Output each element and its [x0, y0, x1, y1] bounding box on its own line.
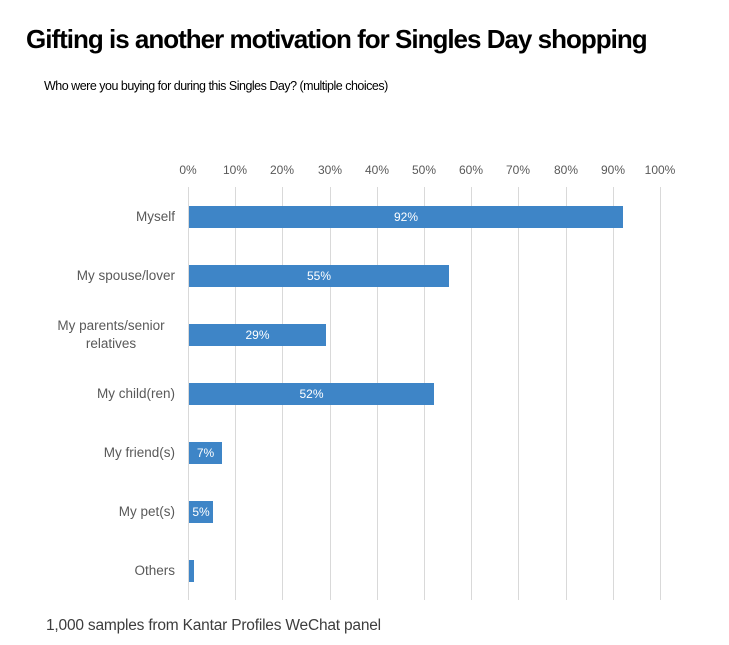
gridline: [188, 187, 189, 600]
bar-value-label: 92%: [393, 209, 419, 224]
category-label: Myself: [135, 208, 175, 224]
category-label: My friend(s): [103, 444, 175, 460]
chart-subtitle: Who were you buying for during this Sing…: [44, 79, 388, 93]
category-label: My spouse/lover: [76, 267, 175, 283]
x-tick-label: 0%: [179, 163, 197, 177]
bar-value-label: 55%: [306, 268, 332, 283]
x-tick-label: 90%: [600, 163, 626, 177]
page-title: Gifting is another motivation for Single…: [26, 24, 648, 54]
bar: 5%: [189, 500, 213, 523]
bar: [189, 559, 194, 582]
gridline: [566, 187, 567, 600]
category-label: Others: [134, 562, 175, 578]
bar: 52%: [189, 382, 434, 405]
category-label: My pet(s): [118, 503, 175, 519]
x-tick-label: 50%: [411, 163, 437, 177]
x-tick-label: 60%: [458, 163, 484, 177]
gridline: [471, 187, 472, 600]
bar: 92%: [189, 205, 623, 228]
gridline: [660, 187, 661, 600]
gridline: [518, 187, 519, 600]
bar-value-label: 5%: [192, 504, 210, 519]
x-tick-label: 10%: [222, 163, 248, 177]
x-tick-label: 40%: [364, 163, 390, 177]
x-tick-label: 30%: [317, 163, 343, 177]
bar: 29%: [189, 323, 326, 346]
bar: 55%: [189, 264, 449, 287]
gridline: [613, 187, 614, 600]
x-tick-label: 80%: [553, 163, 579, 177]
bar: 7%: [189, 441, 222, 464]
category-label: My child(ren): [96, 385, 175, 401]
x-tick-label: 20%: [269, 163, 295, 177]
bar-value-label: 7%: [196, 445, 215, 460]
bar-value-label: 52%: [299, 386, 324, 401]
bar-value-label: 29%: [245, 327, 270, 342]
category-label: My parents/senior relatives: [57, 317, 165, 351]
x-tick-label: 70%: [505, 163, 531, 177]
source-note: 1,000 samples from Kantar Profiles WeCha…: [46, 617, 381, 634]
x-tick-label: 100%: [644, 163, 676, 177]
